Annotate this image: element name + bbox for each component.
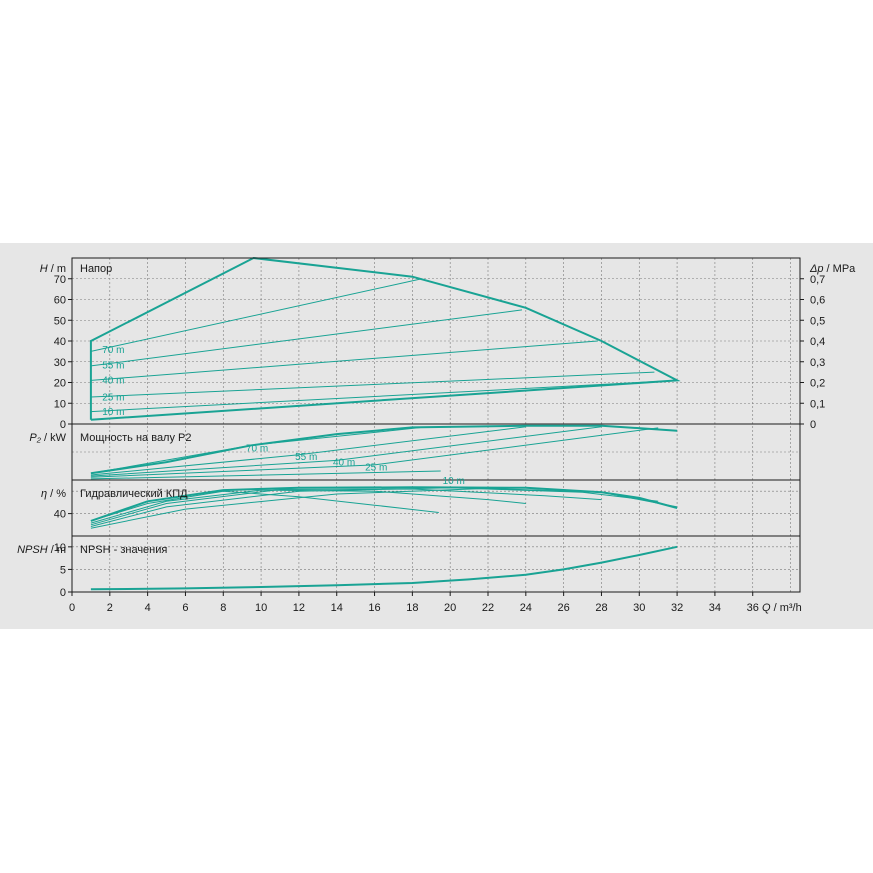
right-y-tick-label: 0,6 [810,295,825,307]
efficiency-curve-line [90,488,602,526]
x-tick-label: 6 [182,602,188,614]
plot-frames [68,257,804,596]
power-axis-symbol: P₂ [29,432,41,444]
x-axis-unit: / m³/h [771,602,802,614]
npsh-axis-unit: / m [48,544,66,556]
power-curve-label: 40 m [333,458,355,469]
head-axis-unit: / m [48,263,66,275]
right-axis-unit: / MPa [824,263,857,275]
power-axis-label: P₂ / kW [29,432,66,444]
y-tick-label: 20 [54,378,66,390]
head-curve-label: 40 m [102,376,124,387]
efficiency-curve-line [90,490,439,522]
right-y-tick-label: 0,1 [810,398,825,410]
y-tick-label: 60 [54,295,66,307]
x-tick-label: 18 [406,602,418,614]
efficiency-axis-symbol: η [41,488,47,500]
x-tick-label: 16 [368,602,380,614]
head-envelope-line [89,256,681,421]
head-curve-line [90,379,678,413]
head-curve-label: 55 m [102,360,124,371]
x-tick-label: 2 [107,602,113,614]
power-curve-label: 25 m [365,462,387,473]
x-tick-label: 20 [444,602,456,614]
power-curve-label: 55 m [295,452,317,463]
x-axis-label: Q / m³/h [762,602,802,614]
x-tick-label: 12 [293,602,305,614]
right-y-tick-label: 0,3 [810,357,825,369]
pump-curve-chart: 70 m 55 m 40 m 25 m 10 m 70 m 55 m 40 m 25 m 10 m… [0,243,873,629]
efficiency-axis-unit: / % [47,488,66,500]
power-curve-label: 70 m [246,443,268,454]
power-axis-unit: / kW [41,432,67,444]
x-tick-label: 10 [255,602,267,614]
x-tick-label: 8 [220,602,226,614]
efficiency-curve-line [90,487,659,527]
head-curve-line [90,371,655,398]
y-tick-label: 40 [54,509,66,521]
power-curve-line [90,426,422,474]
x-tick-label: 30 [633,602,645,614]
head-curve-line [90,309,523,367]
y-tick-label: 10 [54,542,66,554]
right-y-tick-label: 0,2 [810,378,825,390]
power-curve-label: 10 m [443,476,465,487]
chart-svg: 70 m 55 m 40 m 25 m 10 m 70 m 55 m 40 m 25 m 10 m… [17,256,856,614]
head-curve-line [90,278,422,352]
x-tick-label: 36 [747,602,759,614]
x-tick-label: 28 [595,602,607,614]
right-y-tick-label: 0,7 [810,274,825,286]
y-tick-label: 0 [60,419,66,431]
power-curve-line [90,426,602,477]
y-tick-label: 5 [60,564,66,576]
npsh-axis-symbol: NPSH [17,544,48,556]
npsh-axis-label: NPSH / m [17,544,66,556]
head-curve-label: 10 m [102,407,124,418]
curves [89,256,681,591]
head-curve-label: 25 m [102,393,124,404]
grid [72,258,800,592]
power-curve-line [90,427,659,478]
x-tick-label: 0 [69,602,75,614]
right-axis-symbol: Δp [809,263,824,275]
head-curve-label: 70 m [102,345,124,356]
x-tick-label: 4 [145,602,151,614]
npsh-panel-title: NPSH - значения [80,544,167,556]
x-tick-label: 24 [520,602,532,614]
efficiency-panel-title: Гидравлический КПД [80,488,188,500]
plot-frame [71,257,801,593]
power-envelope-line [90,424,678,475]
power-panel-title: Мощность на валу P2 [80,432,192,444]
y-tick-label: 70 [54,274,66,286]
head-panel-title: Напор [80,263,112,275]
y-tick-label: 50 [54,315,66,327]
head-curve-line [90,340,598,381]
right-y-tick-label: 0,4 [810,336,825,348]
right-axis-label: Δp / MPa [809,263,856,275]
x-tick-label: 14 [331,602,343,614]
head-axis-symbol: H [40,263,48,275]
x-tick-label: 34 [709,602,721,614]
right-y-tick-label: 0 [810,419,816,431]
npsh-curve-line [90,545,678,591]
right-y-tick-label: 0,5 [810,315,825,327]
head-axis-label: H / m [40,263,66,275]
power-curve-line [90,470,441,480]
efficiency-axis-label: η / % [41,488,66,500]
y-tick-label: 30 [54,357,66,369]
y-tick-label: 0 [60,587,66,599]
efficiency-envelope-line [90,486,678,522]
x-tick-label: 22 [482,602,494,614]
x-tick-label: 26 [558,602,570,614]
power-curve-line [90,426,526,476]
x-axis-symbol: Q [762,602,771,614]
x-tick-label: 32 [671,602,683,614]
labels: 70 m 55 m 40 m 25 m 10 m 70 m 55 m 40 m 25 m 10 m… [17,263,856,614]
y-tick-label: 10 [54,398,66,410]
y-tick-label: 40 [54,336,66,348]
